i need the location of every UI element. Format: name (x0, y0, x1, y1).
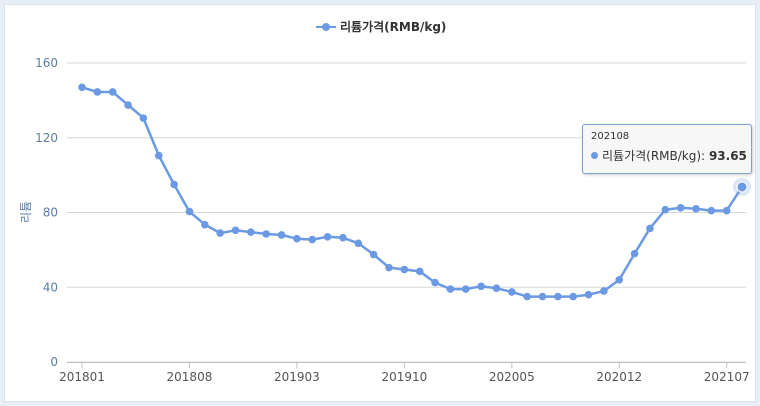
data-point[interactable] (93, 88, 102, 96)
x-axis: 201801 201808 201903 201910 202005 202012 2021… (59, 362, 750, 384)
tooltip: 202108 리튬가격(RMB/kg): 93.65 (582, 124, 752, 174)
legend-marker-icon (322, 23, 330, 31)
data-point[interactable] (630, 249, 639, 258)
data-point[interactable] (600, 287, 608, 295)
y-tick-label: 160 (35, 56, 58, 70)
x-tick-label: 201903 (274, 370, 320, 384)
series-line (81, 86, 744, 298)
x-tick-label: 201808 (167, 370, 213, 384)
data-point[interactable] (323, 232, 332, 241)
data-point[interactable] (400, 265, 409, 274)
x-tick-label: 201910 (381, 370, 427, 384)
y-axis-ticks: 0 40 80 120 160 (35, 56, 58, 369)
data-point[interactable] (722, 206, 731, 215)
legend-label: 리튬가격(RMB/kg) (340, 19, 446, 34)
data-point[interactable] (554, 292, 562, 301)
y-tick-label: 80 (43, 206, 58, 220)
data-point[interactable] (262, 230, 271, 238)
data-point[interactable] (216, 229, 224, 237)
data-point[interactable] (661, 205, 670, 214)
data-point[interactable] (385, 263, 393, 272)
chart-frame (4, 4, 756, 402)
data-point[interactable] (354, 239, 363, 248)
data-point[interactable] (461, 285, 470, 293)
grid-lines (67, 62, 746, 363)
legend[interactable]: 리튬가격(RMB/kg) (316, 19, 446, 34)
tooltip-marker-icon (591, 152, 598, 159)
data-point[interactable] (308, 235, 317, 244)
data-point[interactable] (369, 250, 378, 259)
data-point[interactable] (78, 83, 86, 92)
data-point[interactable] (492, 284, 501, 292)
data-point[interactable] (339, 233, 347, 242)
tooltip-label: 리튬가격(RMB/kg): (602, 149, 706, 163)
data-point[interactable] (707, 206, 716, 215)
data-point[interactable] (446, 285, 455, 293)
y-tick-label: 40 (43, 280, 58, 294)
data-point[interactable] (736, 181, 748, 193)
data-point[interactable] (646, 224, 654, 233)
y-tick-label: 120 (35, 131, 58, 145)
x-tick-label: 202005 (489, 370, 535, 384)
data-point[interactable] (247, 228, 255, 236)
data-point[interactable] (185, 207, 194, 216)
x-tick-label: 201801 (59, 370, 105, 384)
data-point[interactable] (154, 151, 163, 160)
data-point[interactable] (676, 204, 685, 212)
data-point[interactable] (615, 275, 624, 284)
tooltip-date: 202108 (591, 131, 630, 142)
tooltip-value: 93.65 (708, 149, 747, 163)
data-point[interactable] (139, 114, 148, 122)
data-point[interactable] (477, 282, 485, 291)
tooltip-row: 리튬가격(RMB/kg): 93.65 (591, 147, 747, 164)
data-point[interactable] (201, 220, 209, 229)
data-point[interactable] (231, 226, 240, 235)
data-point[interactable] (508, 288, 516, 296)
data-point[interactable] (523, 292, 531, 301)
data-point[interactable] (584, 290, 593, 299)
data-point[interactable] (277, 231, 286, 239)
series-group (78, 83, 752, 301)
data-point[interactable] (124, 101, 132, 109)
y-tick-label: 0 (50, 355, 58, 369)
x-tick-label: 202012 (596, 370, 642, 384)
data-point[interactable] (431, 278, 439, 287)
data-point[interactable] (108, 88, 117, 96)
x-tick-label: 202107 (704, 370, 750, 384)
data-point[interactable] (692, 204, 700, 213)
data-point[interactable] (569, 292, 577, 301)
data-point[interactable] (538, 292, 547, 301)
data-point[interactable] (415, 267, 424, 276)
data-point[interactable] (170, 180, 178, 189)
data-point[interactable] (293, 234, 301, 243)
y-axis-label: 리튬 (19, 201, 33, 223)
